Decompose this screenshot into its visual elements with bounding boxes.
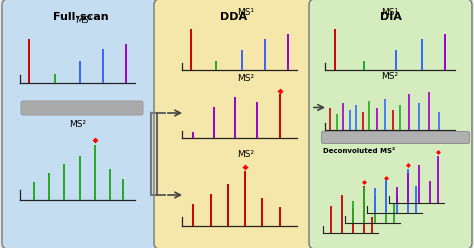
Text: MS¹: MS¹	[382, 8, 399, 17]
FancyBboxPatch shape	[21, 101, 143, 115]
FancyBboxPatch shape	[2, 0, 159, 248]
Text: MS¹: MS¹	[75, 16, 92, 25]
Text: MS²: MS²	[382, 72, 399, 81]
Text: Deconvoluted MS²: Deconvoluted MS²	[323, 148, 395, 154]
Text: MS²: MS²	[69, 120, 86, 129]
FancyBboxPatch shape	[154, 0, 314, 248]
Text: MS²: MS²	[237, 74, 254, 83]
FancyBboxPatch shape	[309, 0, 472, 248]
Text: MS¹: MS¹	[237, 8, 254, 17]
Text: DDA: DDA	[220, 12, 247, 22]
FancyBboxPatch shape	[321, 131, 470, 144]
Text: MS²: MS²	[237, 150, 254, 159]
Text: DIA: DIA	[380, 12, 401, 22]
Text: Full-scan: Full-scan	[53, 12, 109, 22]
